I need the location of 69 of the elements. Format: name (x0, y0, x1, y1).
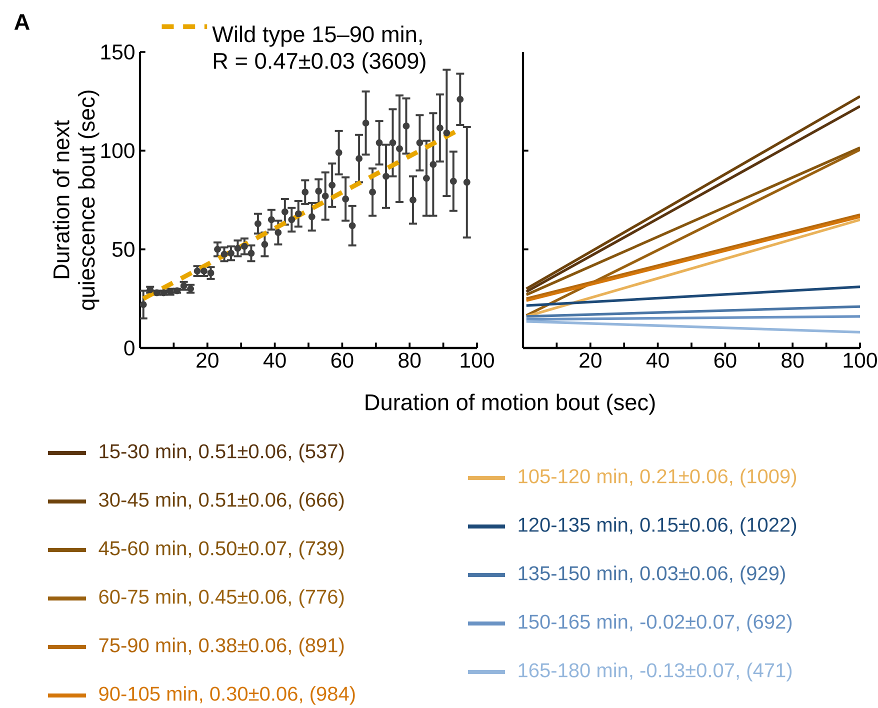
point (436, 124, 444, 132)
point (268, 216, 275, 224)
legend-label: 105-120 min, 0.21±0.06, (1009) (518, 468, 796, 488)
x-axis-title: Duration of motion bout (sec) (366, 394, 655, 415)
point (261, 240, 268, 248)
y-tick-label: 50 (112, 242, 134, 257)
point (214, 246, 221, 253)
point (328, 182, 336, 189)
x-tick-label: 80 (782, 352, 804, 368)
point (220, 250, 228, 258)
legend-label: 165-180 min, -0.13±0.07, (471) (518, 662, 792, 682)
y-axis-title: Duration of next quiescence bout (sec) (52, 90, 100, 310)
point (402, 122, 410, 130)
point (335, 149, 342, 156)
point (342, 196, 350, 202)
point (348, 222, 356, 230)
point (228, 250, 234, 257)
x-tick-label: 40 (646, 352, 669, 368)
point (356, 155, 363, 162)
point (241, 242, 248, 250)
point (207, 270, 214, 276)
x-tick-label: 80 (398, 352, 421, 368)
point (396, 145, 403, 152)
point (369, 188, 376, 196)
point (248, 250, 255, 257)
point (308, 213, 316, 220)
point (315, 188, 322, 195)
legend-label: 30-45 min, 0.51±0.06, (666) (99, 492, 344, 511)
legend-label: 90-105 min, 0.30±0.06, (984) (99, 686, 355, 705)
x-tick-label: 60 (714, 352, 736, 368)
x-tick-label: 100 (844, 352, 877, 368)
point (254, 220, 262, 228)
point (410, 196, 416, 204)
point (376, 139, 383, 146)
point (463, 178, 470, 186)
point (443, 129, 450, 136)
x-tick-label: 60 (331, 352, 354, 368)
point (140, 301, 147, 308)
legend-label: 135-150 min, 0.03±0.06, (929) (518, 566, 785, 584)
point (234, 244, 242, 252)
x-tick-label: 20 (580, 352, 602, 368)
point (430, 161, 437, 168)
legend-label: Wild type 15–90 min, R = 0.47±0.03 (3609) (212, 26, 426, 74)
point (389, 139, 396, 146)
x-tick-label: 40 (263, 352, 286, 368)
legend-label: 75-90 min, 0.38±0.06, (891) (99, 638, 344, 656)
point (456, 96, 464, 103)
legend-label: 15-30 min, 0.51±0.06, (537) (100, 444, 344, 462)
legend-label: 45-60 min, 0.50±0.07, (739) (98, 540, 344, 560)
legend-label: 150-165 min, -0.02±0.07, (692) (518, 614, 792, 633)
point (288, 216, 296, 224)
point (302, 188, 309, 196)
legend-label: 60-75 min, 0.45±0.06, (776) (99, 589, 344, 608)
y-tick-label: 100 (101, 143, 134, 158)
y-tick-label: 150 (101, 44, 134, 60)
point (382, 172, 390, 180)
point (274, 229, 282, 236)
point (422, 174, 430, 182)
point (416, 139, 424, 146)
point (362, 120, 370, 127)
x-tick-label: 20 (196, 352, 218, 368)
point (294, 210, 302, 218)
legend-label: 120-135 min, 0.15±0.06, (1022) (518, 517, 796, 536)
text: A (14, 14, 30, 30)
y-tick-label: 0 (124, 340, 134, 356)
point (281, 208, 288, 216)
point (450, 178, 457, 185)
x-tick-label: 100 (460, 352, 494, 368)
point (322, 192, 329, 200)
